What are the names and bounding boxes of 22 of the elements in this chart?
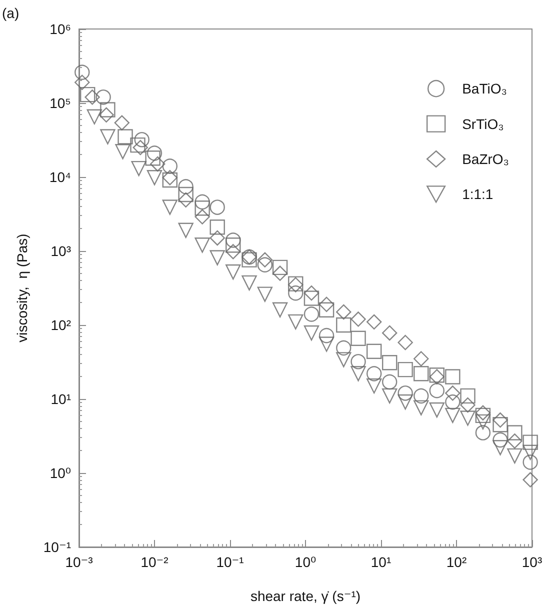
- y-tick-label: 10²: [50, 317, 72, 333]
- x-tick-label: 10⁻³: [65, 554, 94, 570]
- y-axis-title: viscosity, η (Pas): [14, 234, 30, 342]
- legend-label: BaTiO₃: [462, 80, 507, 97]
- y-tick-label: 10⁶: [50, 21, 71, 37]
- legend-label: 1:1:1: [462, 186, 494, 202]
- y-tick-label: 10⁻¹: [43, 539, 72, 555]
- x-tick-label: 10⁰: [294, 554, 316, 570]
- x-tick-label: 10¹: [370, 554, 392, 570]
- x-tick-label: 10⁻¹: [216, 554, 244, 570]
- y-tick-label: 10⁴: [49, 169, 71, 185]
- text: (a): [2, 5, 20, 21]
- x-axis-title: shear rate, γ̇ (s⁻¹): [250, 588, 361, 604]
- y-tick-label: 10⁵: [50, 95, 71, 111]
- legend-label: SrTiO₃: [462, 116, 504, 132]
- x-tick-label: 10²: [446, 554, 467, 570]
- legend-label: BaZrO₃: [462, 151, 510, 167]
- x-tick-label: 10⁻²: [140, 554, 169, 570]
- y-tick-label: 10⁰: [50, 465, 72, 481]
- y-tick-label: 10¹: [50, 391, 72, 407]
- y-tick-label: 10³: [50, 243, 72, 259]
- x-tick-label: 10³: [522, 554, 542, 570]
